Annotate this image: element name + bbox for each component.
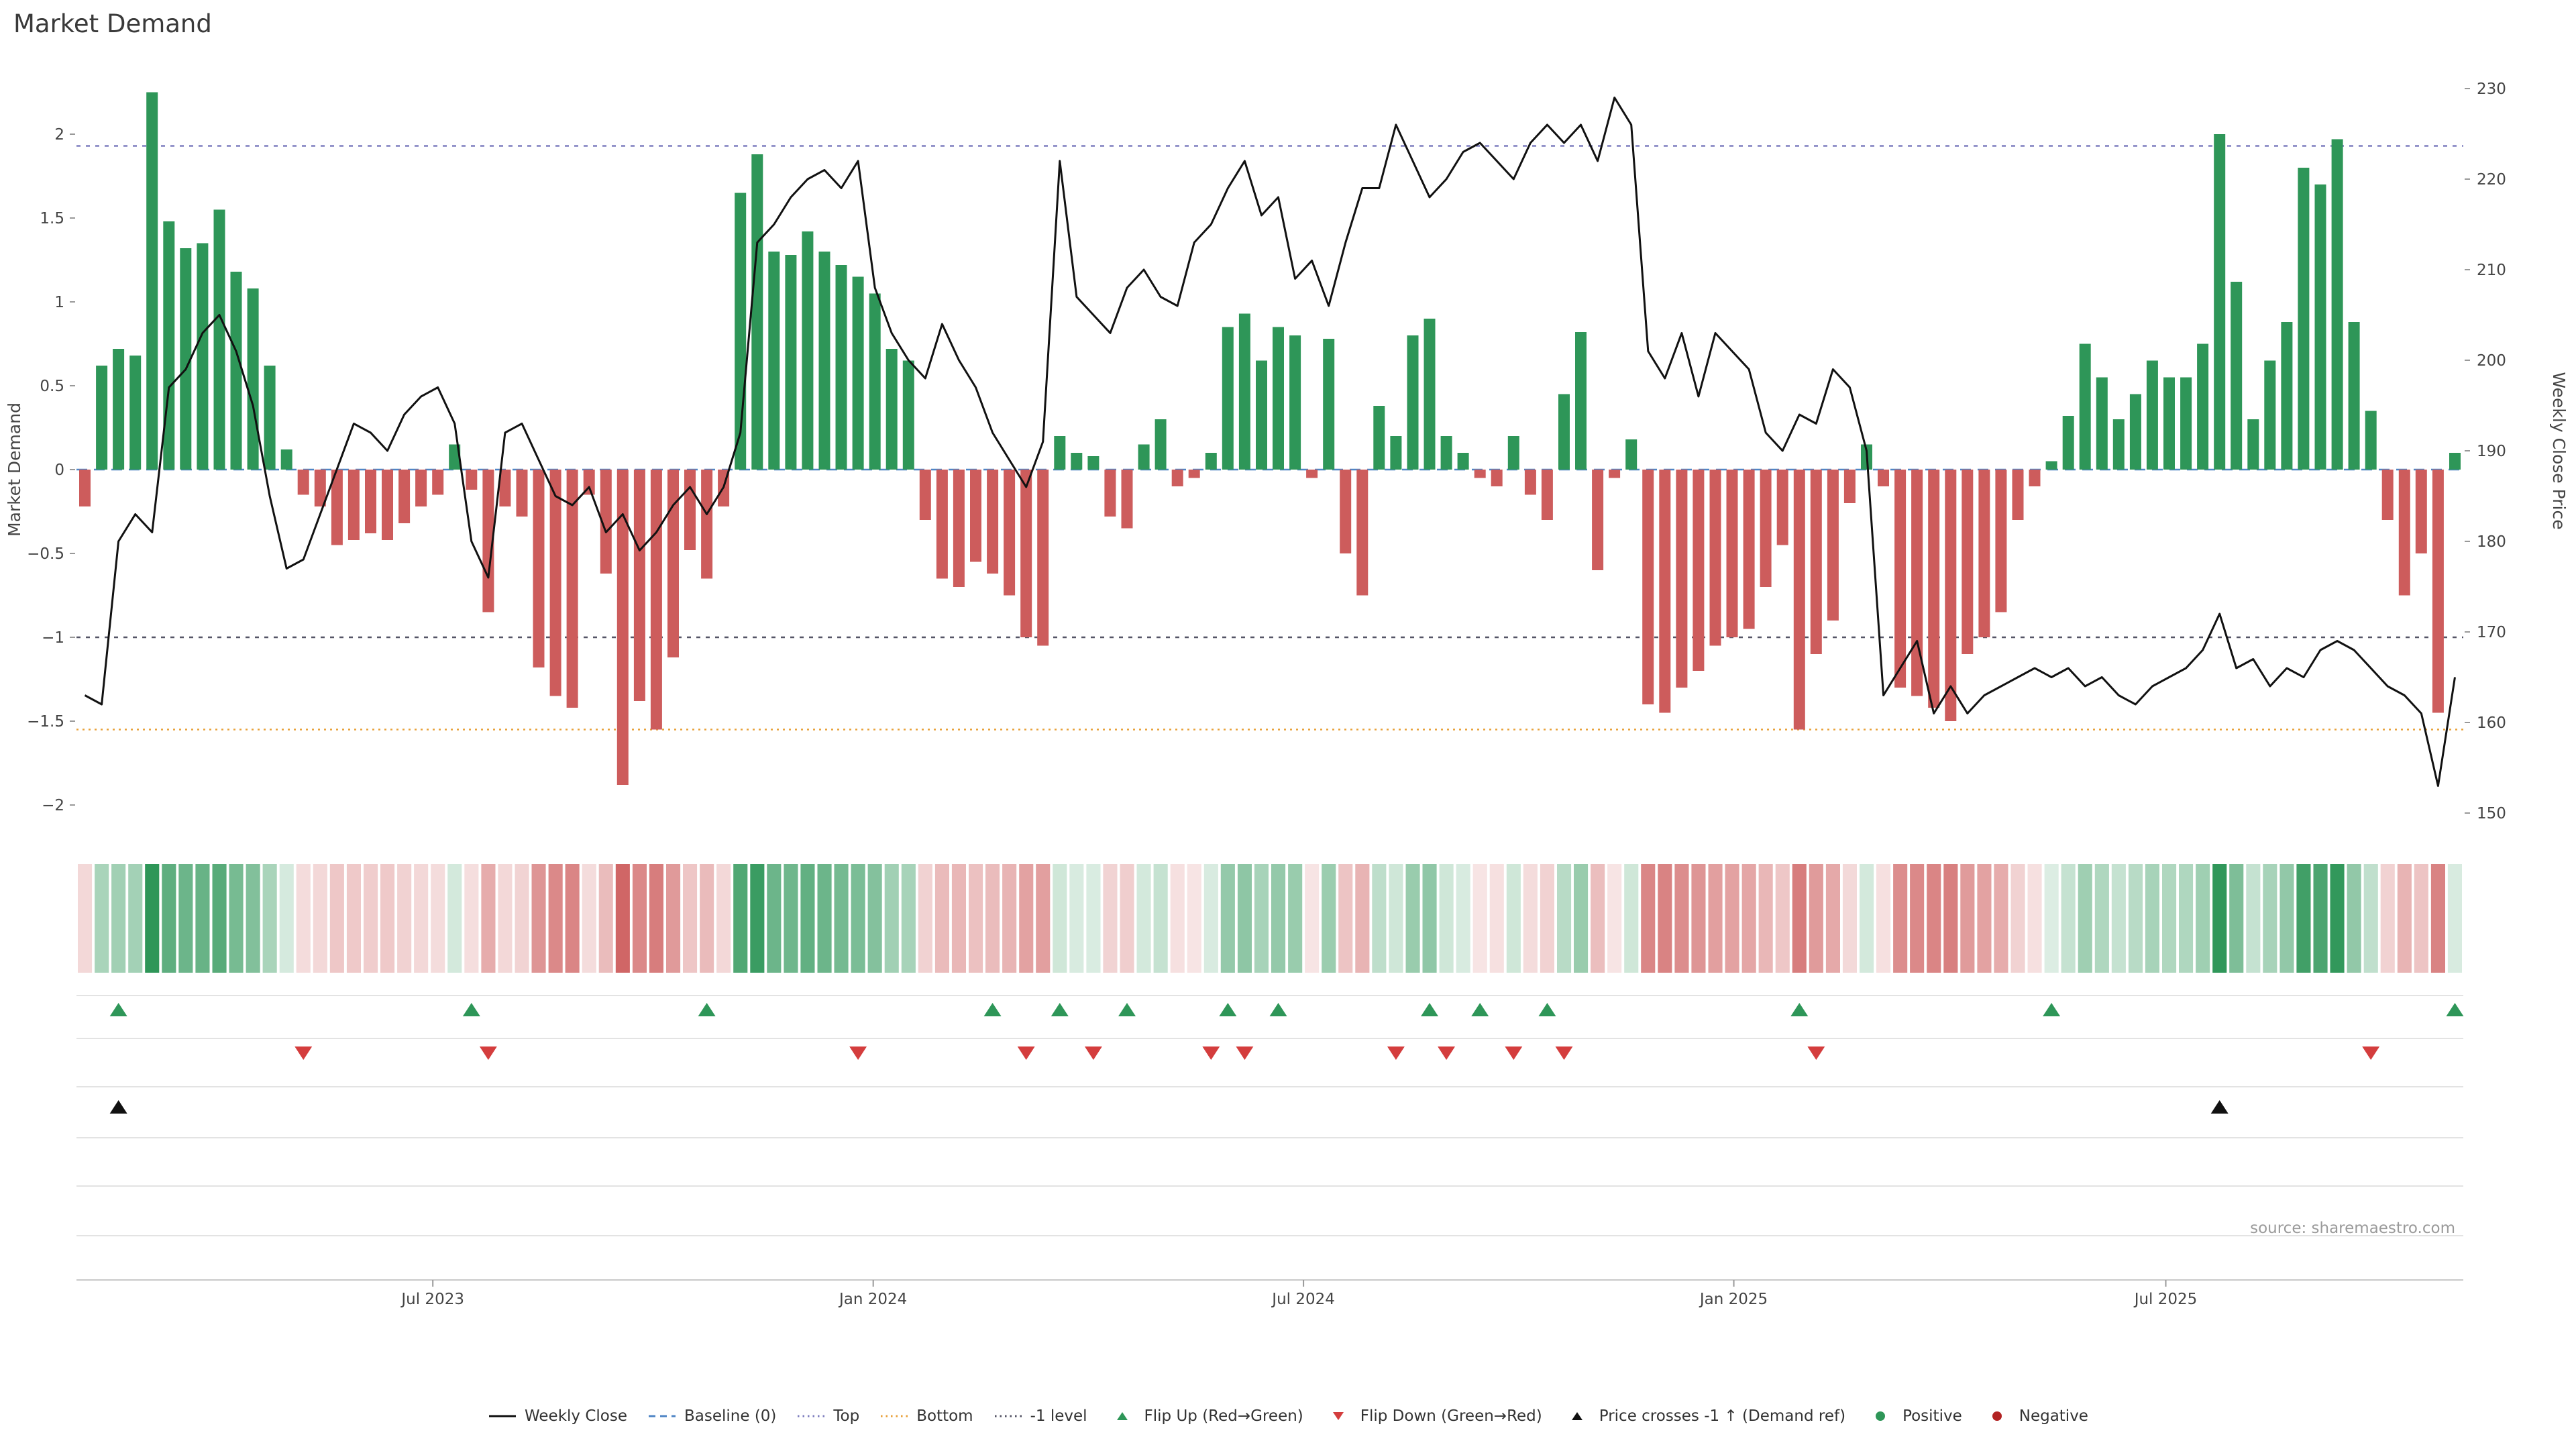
svg-text:0: 0 [54, 462, 64, 479]
dotted-line-icon [881, 1415, 908, 1417]
flip-up-icon [109, 1003, 127, 1016]
flip-up-icon [1051, 1003, 1069, 1016]
svg-text:Jan 2025: Jan 2025 [1699, 1291, 1768, 1308]
legend-item-4: -1 level [994, 1407, 1087, 1425]
svg-text:−1.5: −1.5 [27, 713, 64, 731]
legend-item-7: Price crosses -1 ↑ (Demand ref) [1562, 1407, 1845, 1425]
flip-down-icon [1807, 1046, 1825, 1060]
legend-label: Price crosses -1 ↑ (Demand ref) [1599, 1407, 1846, 1425]
legend-label: Negative [2019, 1407, 2088, 1425]
legend-label: Baseline (0) [684, 1407, 777, 1425]
solid-line-icon [489, 1415, 517, 1417]
flip-down-markers [294, 1046, 2380, 1060]
x-axis: Jul 2023 Jan 2024 Jul 2024 Jan 2025 Jul 2025 [76, 1279, 2463, 1308]
flip-up-icon [2043, 1003, 2061, 1016]
svg-text:−2: −2 [42, 797, 64, 814]
svg-text:−0.5: −0.5 [27, 545, 64, 563]
legend-item-8: Positive [1866, 1407, 1962, 1425]
page-title: Market Demand [13, 9, 212, 38]
legend-label: Bottom [916, 1407, 973, 1425]
svg-text:Jul 2023: Jul 2023 [400, 1291, 464, 1308]
triangle-down-icon [1332, 1412, 1344, 1420]
svg-text:160: 160 [2477, 714, 2506, 732]
svg-text:1: 1 [54, 294, 64, 311]
flip-up-icon [1538, 1003, 1556, 1016]
flip-down-icon [479, 1046, 497, 1060]
legend-label: -1 level [1030, 1407, 1087, 1425]
svg-text:0.5: 0.5 [40, 378, 64, 395]
svg-text:230: 230 [2477, 80, 2506, 98]
market-demand-chart: 2 1.5 1 0.5 0 −0.5 −1 −1.5 −2 Market Demand 230 220… [5, 80, 2569, 1308]
legend-label: Flip Down (Green→Red) [1360, 1407, 1542, 1425]
triangle-up-icon [1571, 1412, 1582, 1420]
dashed-line-icon [649, 1415, 676, 1417]
svg-text:190: 190 [2477, 443, 2506, 460]
legend-item-1: Baseline (0) [647, 1407, 776, 1425]
right-axis-title: Weekly Close Price [2549, 372, 2569, 529]
svg-text:Jul 2025: Jul 2025 [2133, 1291, 2198, 1308]
legend-item-3: Bottom [879, 1407, 973, 1425]
flip-down-icon [1017, 1046, 1035, 1060]
svg-text:2: 2 [54, 126, 64, 144]
flip-up-icon [1219, 1003, 1237, 1016]
legend-item-2: Top [796, 1407, 859, 1425]
weekly-close-line [84, 97, 2456, 787]
flip-down-icon [294, 1046, 313, 1060]
price-cross-icon [109, 1100, 127, 1114]
legend-item-5: Flip Up (Red→Green) [1108, 1407, 1303, 1425]
flip-down-icon [1387, 1046, 1405, 1060]
price-cross-markers [109, 1100, 2229, 1114]
triangle-up-icon [1116, 1412, 1128, 1420]
flip-up-icon [2446, 1003, 2464, 1016]
flip-up-icon [698, 1003, 716, 1016]
svg-text:180: 180 [2477, 533, 2506, 551]
legend-label: Weekly Close [525, 1407, 627, 1425]
right-axis: 230 220 210 200 190 180 170 160 150 Weekly Close … [2465, 80, 2569, 822]
marker-rows [76, 995, 2463, 1236]
svg-text:Jan 2024: Jan 2024 [838, 1291, 907, 1308]
svg-text:200: 200 [2477, 352, 2506, 370]
circle-icon [1876, 1411, 1886, 1421]
legend-item-0: Weekly Close [488, 1407, 627, 1425]
svg-text:210: 210 [2477, 262, 2506, 279]
flip-down-icon [2362, 1046, 2380, 1060]
signal-heatmap [78, 864, 2462, 973]
chart-legend: Weekly Close Baseline (0) Top Bottom -1 leve… [0, 1407, 2576, 1425]
price-cross-icon [2210, 1100, 2229, 1114]
svg-text:−1: −1 [42, 629, 64, 647]
flip-down-icon [1084, 1046, 1102, 1060]
flip-down-icon [1555, 1046, 1573, 1060]
left-axis: 2 1.5 1 0.5 0 −0.5 −1 −1.5 −2 Market Demand [5, 126, 75, 814]
legend-label: Positive [1902, 1407, 1962, 1425]
circle-icon [1992, 1411, 2002, 1421]
svg-text:220: 220 [2477, 171, 2506, 189]
flip-up-icon [1269, 1003, 1287, 1016]
flip-up-icon [1471, 1003, 1489, 1016]
left-axis-title: Market Demand [5, 402, 24, 537]
flip-up-markers [109, 1003, 2464, 1016]
flip-down-icon [849, 1046, 867, 1060]
flip-up-icon [462, 1003, 480, 1016]
svg-text:170: 170 [2477, 624, 2506, 641]
svg-text:150: 150 [2477, 805, 2506, 822]
legend-label: Top [833, 1407, 860, 1425]
flip-up-icon [1790, 1003, 1809, 1016]
legend-item-9: Negative [1982, 1407, 2088, 1425]
dotted-line-icon [994, 1415, 1022, 1417]
demand-bars [79, 92, 2461, 785]
flip-up-icon [1421, 1003, 1439, 1016]
flip-down-icon [1236, 1046, 1254, 1060]
flip-down-icon [1438, 1046, 1456, 1060]
legend-item-6: Flip Down (Green→Red) [1324, 1407, 1542, 1425]
flip-up-icon [1118, 1003, 1136, 1016]
legend-label: Flip Up (Red→Green) [1144, 1407, 1303, 1425]
source-credit: source: sharemaestro.com [2250, 1220, 2455, 1237]
dotted-line-icon [798, 1415, 825, 1417]
svg-text:1.5: 1.5 [40, 210, 64, 227]
flip-down-icon [1202, 1046, 1220, 1060]
flip-up-icon [983, 1003, 1002, 1016]
flip-down-icon [1505, 1046, 1523, 1060]
svg-text:Jul 2024: Jul 2024 [1271, 1291, 1335, 1308]
